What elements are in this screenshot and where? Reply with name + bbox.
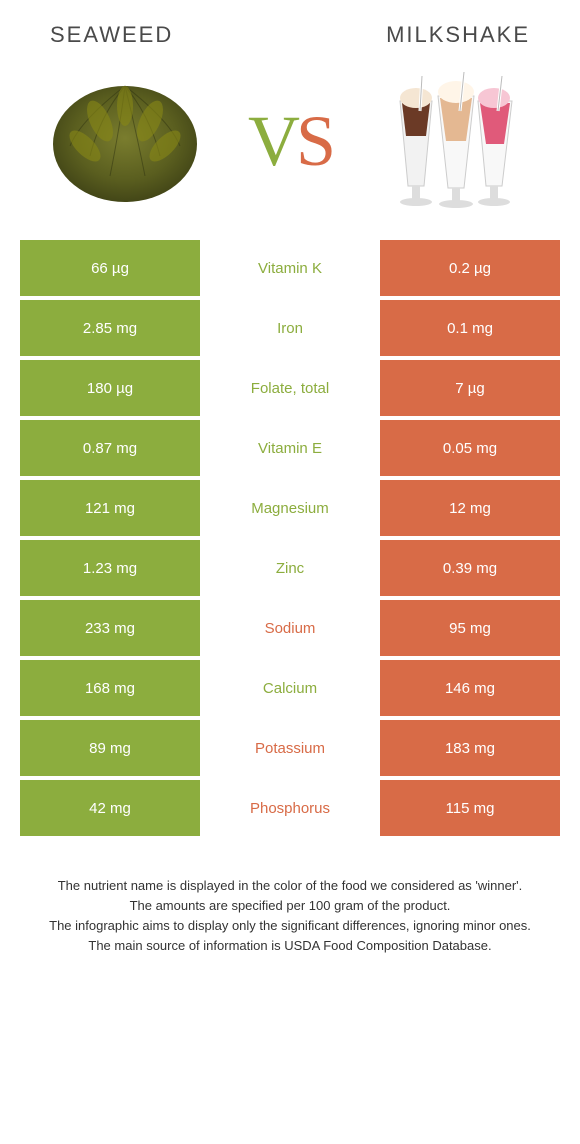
- nutrient-label-cell: Potassium: [200, 720, 380, 776]
- nutrient-row: 233 mgSodium95 mg: [20, 600, 560, 656]
- right-value-cell: 12 mg: [380, 480, 560, 536]
- footer-notes: The nutrient name is displayed in the co…: [30, 876, 550, 957]
- left-value-cell: 89 mg: [20, 720, 200, 776]
- right-value-cell: 146 mg: [380, 660, 560, 716]
- nutrient-label-cell: Folate, total: [200, 360, 380, 416]
- vs-s: S: [296, 101, 332, 181]
- left-value-cell: 0.87 mg: [20, 420, 200, 476]
- images-row: VS: [0, 48, 580, 240]
- nutrient-label-cell: Phosphorus: [200, 780, 380, 836]
- right-value-cell: 0.2 µg: [380, 240, 560, 296]
- footer-line: The nutrient name is displayed in the co…: [30, 876, 550, 896]
- left-value-cell: 180 µg: [20, 360, 200, 416]
- vs-label: VS: [248, 100, 332, 183]
- right-value-cell: 115 mg: [380, 780, 560, 836]
- left-value-cell: 42 mg: [20, 780, 200, 836]
- nutrient-label-cell: Iron: [200, 300, 380, 356]
- nutrient-row: 0.87 mgVitamin E0.05 mg: [20, 420, 560, 476]
- left-food-title: SEAWEED: [50, 22, 173, 48]
- seaweed-image: [40, 66, 210, 216]
- left-value-cell: 2.85 mg: [20, 300, 200, 356]
- nutrient-label-cell: Calcium: [200, 660, 380, 716]
- left-value-cell: 1.23 mg: [20, 540, 200, 596]
- right-value-cell: 183 mg: [380, 720, 560, 776]
- nutrient-label-cell: Magnesium: [200, 480, 380, 536]
- nutrient-table: 66 µgVitamin K0.2 µg2.85 mgIron0.1 mg180…: [20, 240, 560, 836]
- nutrient-label-cell: Zinc: [200, 540, 380, 596]
- nutrient-row: 89 mgPotassium183 mg: [20, 720, 560, 776]
- left-value-cell: 168 mg: [20, 660, 200, 716]
- right-value-cell: 0.1 mg: [380, 300, 560, 356]
- right-value-cell: 0.39 mg: [380, 540, 560, 596]
- footer-line: The main source of information is USDA F…: [30, 936, 550, 956]
- left-value-cell: 66 µg: [20, 240, 200, 296]
- footer-line: The amounts are specified per 100 gram o…: [30, 896, 550, 916]
- header: SEAWEED MILKSHAKE: [0, 0, 580, 48]
- left-value-cell: 233 mg: [20, 600, 200, 656]
- nutrient-row: 180 µgFolate, total7 µg: [20, 360, 560, 416]
- nutrient-row: 121 mgMagnesium12 mg: [20, 480, 560, 536]
- nutrient-label-cell: Sodium: [200, 600, 380, 656]
- right-value-cell: 0.05 mg: [380, 420, 560, 476]
- nutrient-label-cell: Vitamin K: [200, 240, 380, 296]
- footer-line: The infographic aims to display only the…: [30, 916, 550, 936]
- nutrient-row: 42 mgPhosphorus115 mg: [20, 780, 560, 836]
- nutrient-row: 2.85 mgIron0.1 mg: [20, 300, 560, 356]
- nutrient-label-cell: Vitamin E: [200, 420, 380, 476]
- nutrient-row: 1.23 mgZinc0.39 mg: [20, 540, 560, 596]
- nutrient-row: 66 µgVitamin K0.2 µg: [20, 240, 560, 296]
- right-value-cell: 7 µg: [380, 360, 560, 416]
- left-value-cell: 121 mg: [20, 480, 200, 536]
- nutrient-row: 168 mgCalcium146 mg: [20, 660, 560, 716]
- milkshake-image: [370, 66, 540, 216]
- vs-v: V: [248, 101, 296, 181]
- right-food-title: MILKSHAKE: [386, 22, 530, 48]
- right-value-cell: 95 mg: [380, 600, 560, 656]
